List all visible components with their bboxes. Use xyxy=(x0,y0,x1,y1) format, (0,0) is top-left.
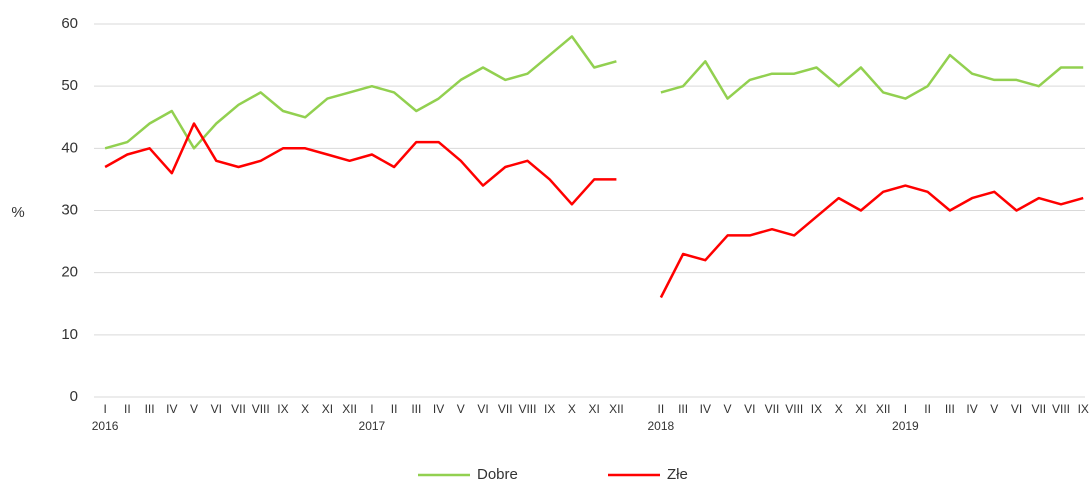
x-tick-label: I xyxy=(103,402,106,416)
x-tick-label: IV xyxy=(166,402,177,416)
y-tick-label: 60 xyxy=(61,15,78,32)
x-tick-label: VI xyxy=(477,402,488,416)
x-tick-label: VIII xyxy=(518,402,536,416)
year-label: 2017 xyxy=(359,419,386,433)
legend-label: Złe xyxy=(667,466,688,482)
x-tick-label: XII xyxy=(876,402,891,416)
x-tick-label: VII xyxy=(231,402,246,416)
series-line xyxy=(104,122,1084,299)
y-tick-label: 20 xyxy=(61,264,78,281)
x-tick-label: IV xyxy=(966,402,977,416)
x-tick-label: III xyxy=(145,402,155,416)
y-tick-label: 30 xyxy=(61,201,78,218)
x-tick-label: IX xyxy=(544,402,555,416)
x-tick-label: II xyxy=(391,402,398,416)
x-tick-label: VIII xyxy=(252,402,270,416)
x-tick-label: IX xyxy=(811,402,822,416)
series-line xyxy=(104,35,1084,150)
x-tick-label: XI xyxy=(322,402,333,416)
x-tick-label: VIII xyxy=(1052,402,1070,416)
x-tick-label: II xyxy=(124,402,131,416)
x-tick-label: IX xyxy=(277,402,288,416)
x-tick-label: X xyxy=(301,402,309,416)
x-tick-label: II xyxy=(658,402,665,416)
x-tick-label: XII xyxy=(609,402,624,416)
y-tick-label: 40 xyxy=(61,139,78,156)
x-tick-label: XI xyxy=(855,402,866,416)
x-tick-label: I xyxy=(904,402,907,416)
x-tick-label: III xyxy=(411,402,421,416)
x-tick-label: XII xyxy=(342,402,357,416)
x-tick-label: V xyxy=(190,402,198,416)
x-tick-label: III xyxy=(945,402,955,416)
y-tick-label: 50 xyxy=(61,77,78,94)
x-tick-label: VI xyxy=(211,402,222,416)
x-tick-label: VII xyxy=(765,402,780,416)
year-label: 2016 xyxy=(92,419,119,433)
x-tick-label: IX xyxy=(1078,402,1089,416)
x-tick-label: I xyxy=(370,402,373,416)
x-tick-label: II xyxy=(924,402,931,416)
y-tick-label: 10 xyxy=(61,326,78,343)
x-tick-label: VII xyxy=(498,402,513,416)
x-tick-label: V xyxy=(724,402,732,416)
legend-label: Dobre xyxy=(477,466,518,482)
x-tick-label: VI xyxy=(744,402,755,416)
x-tick-label: X xyxy=(568,402,576,416)
year-label: 2018 xyxy=(648,419,675,433)
year-label: 2019 xyxy=(892,419,919,433)
x-tick-label: VIII xyxy=(785,402,803,416)
y-axis-label: % xyxy=(11,204,24,221)
x-tick-label: III xyxy=(678,402,688,416)
x-tick-label: IV xyxy=(700,402,711,416)
x-tick-label: V xyxy=(457,402,465,416)
x-tick-label: VI xyxy=(1011,402,1022,416)
x-tick-label: VII xyxy=(1031,402,1046,416)
x-tick-label: V xyxy=(990,402,998,416)
x-tick-label: XI xyxy=(589,402,600,416)
y-tick-label: 0 xyxy=(70,388,78,405)
x-tick-label: X xyxy=(835,402,843,416)
x-tick-label: IV xyxy=(433,402,444,416)
